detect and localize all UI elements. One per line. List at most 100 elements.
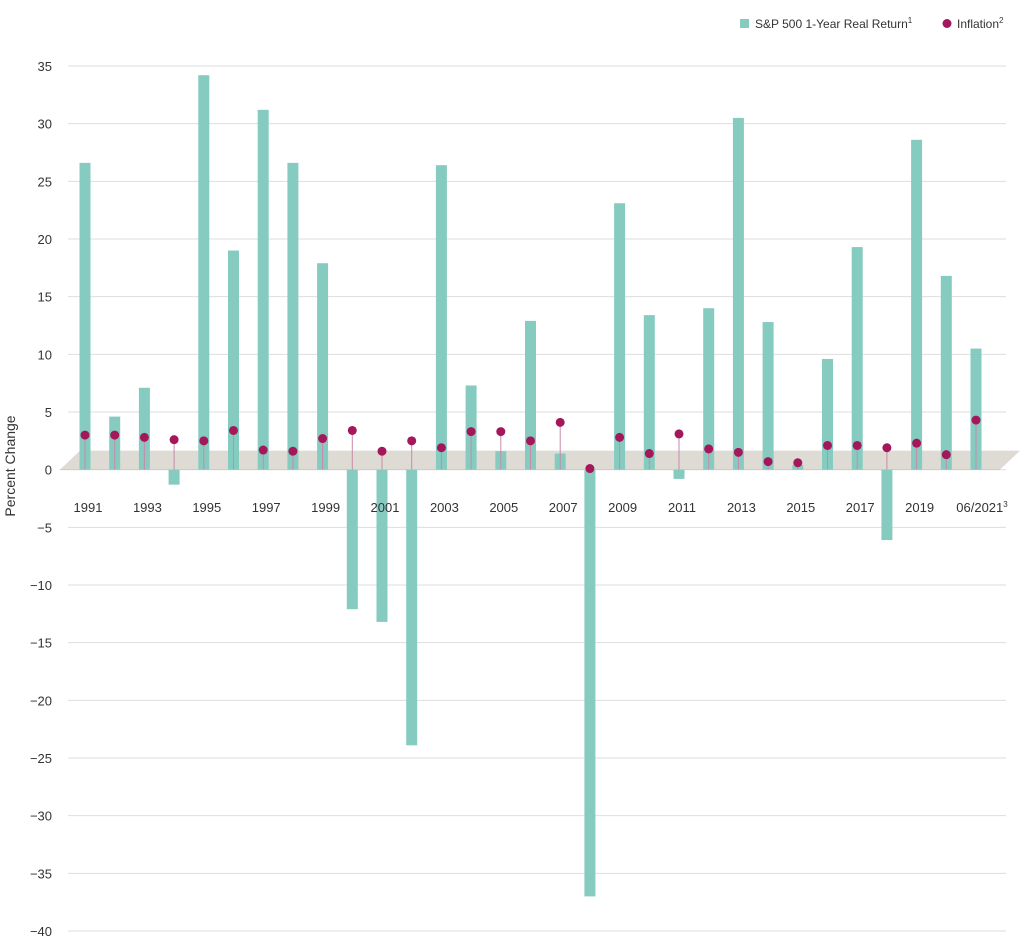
x-tick-labels: 1991 1993 1995 1997 1999 2001 2003 2005 2007 2009… bbox=[74, 500, 1009, 515]
inflation-point bbox=[110, 430, 120, 440]
x-tick-label: 2001 bbox=[371, 500, 400, 515]
y-tick-label: 10 bbox=[38, 347, 52, 362]
inflation-point bbox=[852, 440, 862, 450]
x-tick-label: 2013 bbox=[727, 500, 756, 515]
inflation-point bbox=[288, 446, 298, 456]
bar bbox=[406, 469, 418, 746]
bar bbox=[940, 275, 952, 470]
zero-floor-band bbox=[60, 450, 1020, 470]
inflation-point bbox=[377, 446, 387, 456]
x-tick-label: 1991 bbox=[74, 500, 103, 515]
inflation-point bbox=[258, 445, 268, 455]
bar bbox=[614, 203, 626, 470]
inflation-point bbox=[763, 457, 773, 467]
bar bbox=[79, 162, 91, 470]
inflation-point bbox=[199, 436, 209, 446]
bar bbox=[138, 387, 150, 470]
bar bbox=[822, 358, 833, 470]
bar bbox=[198, 75, 210, 470]
inflation-point bbox=[585, 464, 595, 474]
bar bbox=[851, 247, 863, 470]
inflation-point bbox=[912, 438, 922, 448]
bar bbox=[703, 308, 715, 470]
y-tick-label: −35 bbox=[30, 866, 52, 881]
bar bbox=[643, 315, 655, 470]
bar bbox=[881, 469, 893, 541]
legend: S&P 500 1-Year Real Return1 Inflation2 bbox=[740, 16, 1004, 31]
x-tick-label: 2017 bbox=[846, 500, 875, 515]
bar bbox=[673, 469, 685, 479]
inflation-point bbox=[169, 435, 179, 445]
bar bbox=[257, 109, 269, 470]
x-tick-label: 2005 bbox=[489, 500, 518, 515]
y-tick-label: −10 bbox=[30, 578, 52, 593]
y-tick-label: 0 bbox=[45, 463, 52, 478]
x-tick-label: 2019 bbox=[905, 500, 934, 515]
bars bbox=[79, 75, 982, 897]
y-tick-label: 20 bbox=[38, 232, 52, 247]
bar bbox=[762, 322, 774, 470]
y-axis-title: Percent Change bbox=[2, 415, 18, 516]
x-tick-label: 06/20213 bbox=[956, 500, 1008, 515]
x-tick-label: 1997 bbox=[252, 500, 281, 515]
inflation-point bbox=[882, 443, 892, 453]
bar bbox=[911, 139, 923, 470]
inflation-point bbox=[971, 415, 981, 425]
bar bbox=[168, 469, 180, 485]
bar bbox=[584, 469, 596, 897]
inflation-point bbox=[80, 430, 90, 440]
bar bbox=[970, 348, 982, 470]
bar bbox=[317, 263, 329, 470]
gridlines bbox=[68, 65, 1006, 932]
inflation-point bbox=[229, 425, 238, 435]
y-tick-label: 5 bbox=[45, 405, 52, 420]
y-tick-label: −20 bbox=[30, 693, 52, 708]
inflation-point bbox=[644, 449, 654, 459]
inflation-point bbox=[704, 444, 714, 454]
y-tick-label: −5 bbox=[37, 520, 52, 535]
bar bbox=[346, 469, 358, 610]
y-tick-label: 25 bbox=[38, 174, 52, 189]
inflation-point bbox=[407, 436, 417, 446]
y-tick-labels: 35 30 25 20 15 10 5 0 −5 −10 −15 −20 −25 −30 −35 −40 bbox=[30, 59, 52, 939]
inflation-point bbox=[347, 425, 357, 435]
inflation-point bbox=[793, 458, 803, 468]
x-tick-label: 2007 bbox=[549, 500, 578, 515]
x-tick-label: 1993 bbox=[133, 500, 162, 515]
y-tick-label: −30 bbox=[30, 809, 52, 824]
x-tick-label: 2003 bbox=[430, 500, 459, 515]
bar bbox=[525, 320, 536, 470]
inflation-point bbox=[496, 427, 506, 437]
y-tick-label: −40 bbox=[30, 924, 52, 939]
bar bbox=[435, 165, 447, 470]
legend-swatch-inflation bbox=[942, 19, 952, 28]
y-tick-label: 15 bbox=[38, 290, 52, 305]
inflation-point bbox=[823, 440, 832, 450]
legend-label-inflation: Inflation2 bbox=[957, 16, 1004, 31]
inflation-points bbox=[80, 415, 981, 474]
x-tick-label: 1995 bbox=[192, 500, 221, 515]
y-tick-label: −25 bbox=[30, 751, 52, 766]
x-tick-label: 2011 bbox=[668, 500, 696, 515]
inflation-point bbox=[318, 434, 328, 444]
bar bbox=[376, 469, 388, 622]
legend-label-returns: S&P 500 1-Year Real Return1 bbox=[755, 16, 913, 31]
inflation-point bbox=[436, 443, 446, 453]
inflation-point bbox=[466, 427, 476, 437]
y-tick-label: 35 bbox=[38, 59, 52, 74]
legend-swatch-returns bbox=[740, 19, 749, 28]
inflation-point bbox=[733, 447, 743, 457]
inflation-point bbox=[526, 436, 535, 446]
bar bbox=[228, 250, 239, 470]
bar bbox=[287, 162, 299, 470]
inflation-point bbox=[941, 450, 951, 460]
y-tick-label: −15 bbox=[30, 636, 52, 651]
y-tick-label: 30 bbox=[38, 117, 52, 132]
inflation-point bbox=[139, 432, 149, 442]
bar bbox=[732, 117, 744, 470]
x-tick-label: 2015 bbox=[786, 500, 815, 515]
inflation-point bbox=[555, 417, 565, 427]
x-tick-label: 1999 bbox=[311, 500, 340, 515]
